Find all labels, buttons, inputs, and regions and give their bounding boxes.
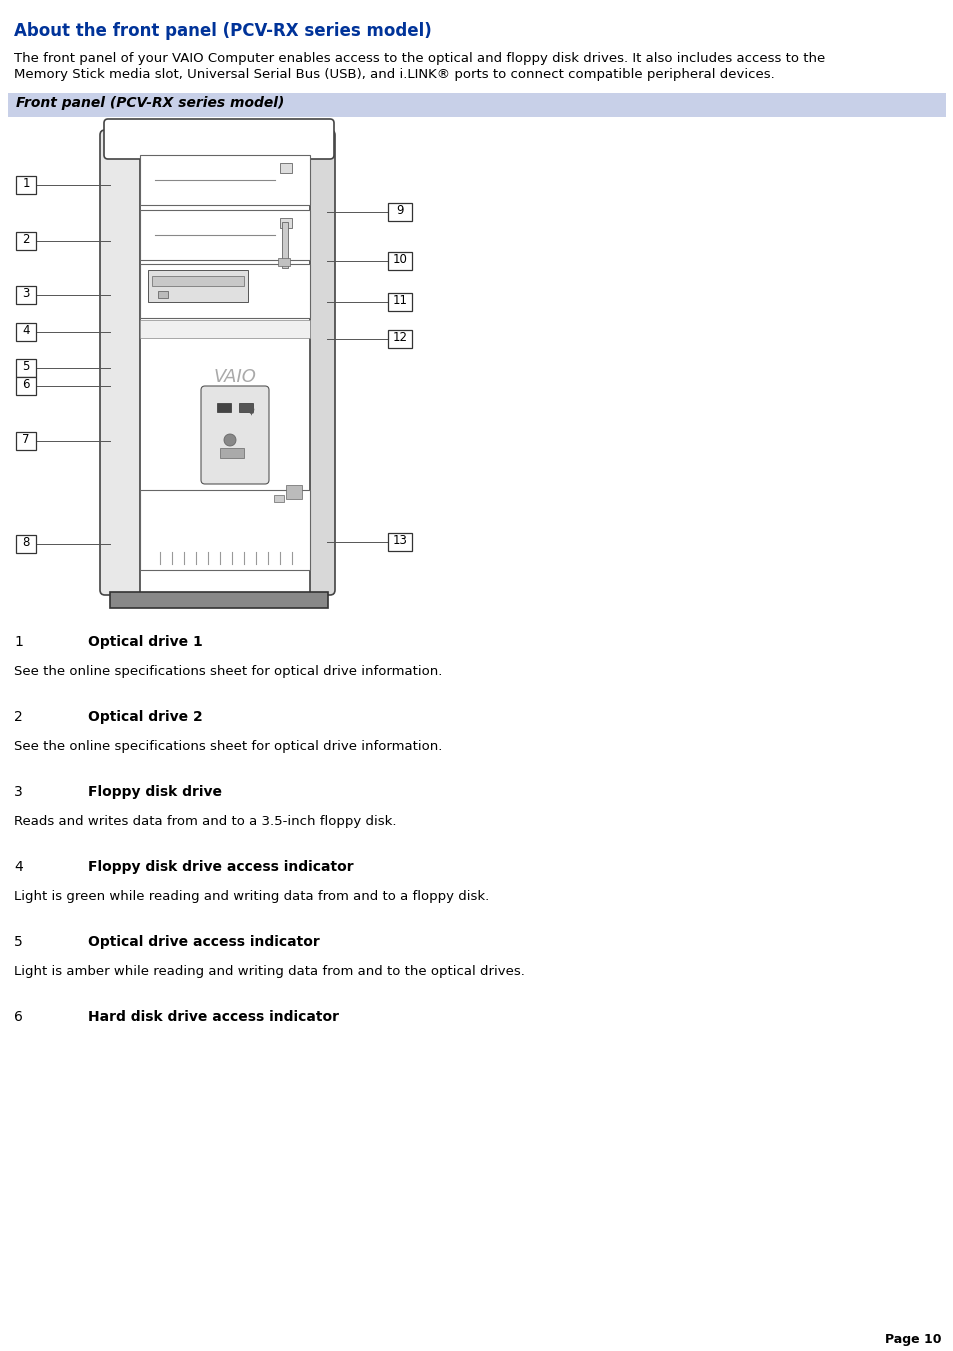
Text: 3: 3 [22,286,30,300]
Bar [140,263,310,317]
Bar [280,218,292,228]
Text: Front panel (PCV-RX series model): Front panel (PCV-RX series model) [16,96,284,109]
Text: 5: 5 [22,359,30,373]
Text: 10: 10 [392,253,407,266]
Bar [16,323,36,340]
Text: 1: 1 [22,177,30,190]
Bar [158,290,168,299]
Text: VAIO: VAIO [213,367,256,386]
Bar [16,286,36,304]
Bar [388,330,412,349]
Text: Light is amber while reading and writing data from and to the optical drives.: Light is amber while reading and writing… [14,965,524,978]
Bar [388,534,412,551]
Bar [239,403,253,412]
Text: Floppy disk drive: Floppy disk drive [88,785,222,798]
FancyBboxPatch shape [201,386,269,484]
Bar [8,93,945,118]
Bar [110,592,328,608]
Bar [274,494,284,503]
Bar [140,320,310,338]
Text: 5: 5 [14,935,23,948]
Bar [216,403,231,412]
Text: 2: 2 [14,711,23,724]
Text: 11: 11 [392,295,407,307]
Text: 2: 2 [22,232,30,246]
Bar [140,126,310,600]
Bar [140,490,310,570]
Text: 1: 1 [14,635,23,648]
Text: 6: 6 [22,378,30,390]
Text: About the front panel (PCV-RX series model): About the front panel (PCV-RX series mod… [14,22,432,41]
FancyBboxPatch shape [104,119,334,159]
Text: Memory Stick media slot, Universal Serial Bus (USB), and i.LINK® ports to connec: Memory Stick media slot, Universal Seria… [14,68,774,81]
Text: 8: 8 [22,536,30,549]
Text: Optical drive access indicator: Optical drive access indicator [88,935,319,948]
Bar [16,232,36,250]
Bar [140,209,310,259]
Bar [16,432,36,450]
Text: The front panel of your VAIO Computer enables access to the optical and floppy d: The front panel of your VAIO Computer en… [14,51,824,65]
Text: 3: 3 [14,785,23,798]
Bar [388,293,412,311]
Text: Reads and writes data from and to a 3.5-inch floppy disk.: Reads and writes data from and to a 3.5-… [14,815,396,828]
Bar [286,485,302,499]
Bar [152,276,244,286]
Text: Page 10: Page 10 [884,1333,941,1346]
Text: Optical drive 1: Optical drive 1 [88,635,203,648]
Text: 4: 4 [14,861,23,874]
Bar [388,203,412,222]
FancyBboxPatch shape [299,130,335,594]
Text: 4: 4 [22,324,30,336]
Bar [16,377,36,394]
Text: Hard disk drive access indicator: Hard disk drive access indicator [88,1011,338,1024]
Bar [16,176,36,195]
Text: 7: 7 [22,434,30,446]
Bar [148,270,248,303]
Text: Floppy disk drive access indicator: Floppy disk drive access indicator [88,861,354,874]
Text: Light is green while reading and writing data from and to a floppy disk.: Light is green while reading and writing… [14,890,489,902]
Text: ♀: ♀ [247,407,254,416]
Text: 12: 12 [392,331,407,345]
Text: 6: 6 [14,1011,23,1024]
FancyBboxPatch shape [100,130,150,594]
Circle shape [224,434,235,446]
Bar [16,359,36,377]
Text: 13: 13 [392,534,407,547]
Bar [280,163,292,173]
Text: 9: 9 [395,204,403,218]
Text: See the online specifications sheet for optical drive information.: See the online specifications sheet for … [14,740,442,753]
Bar [140,155,310,205]
Bar [388,253,412,270]
Bar [16,535,36,553]
Text: Optical drive 2: Optical drive 2 [88,711,203,724]
Bar [220,449,244,458]
Bar [277,258,290,266]
Text: See the online specifications sheet for optical drive information.: See the online specifications sheet for … [14,665,442,678]
Bar [282,222,288,267]
